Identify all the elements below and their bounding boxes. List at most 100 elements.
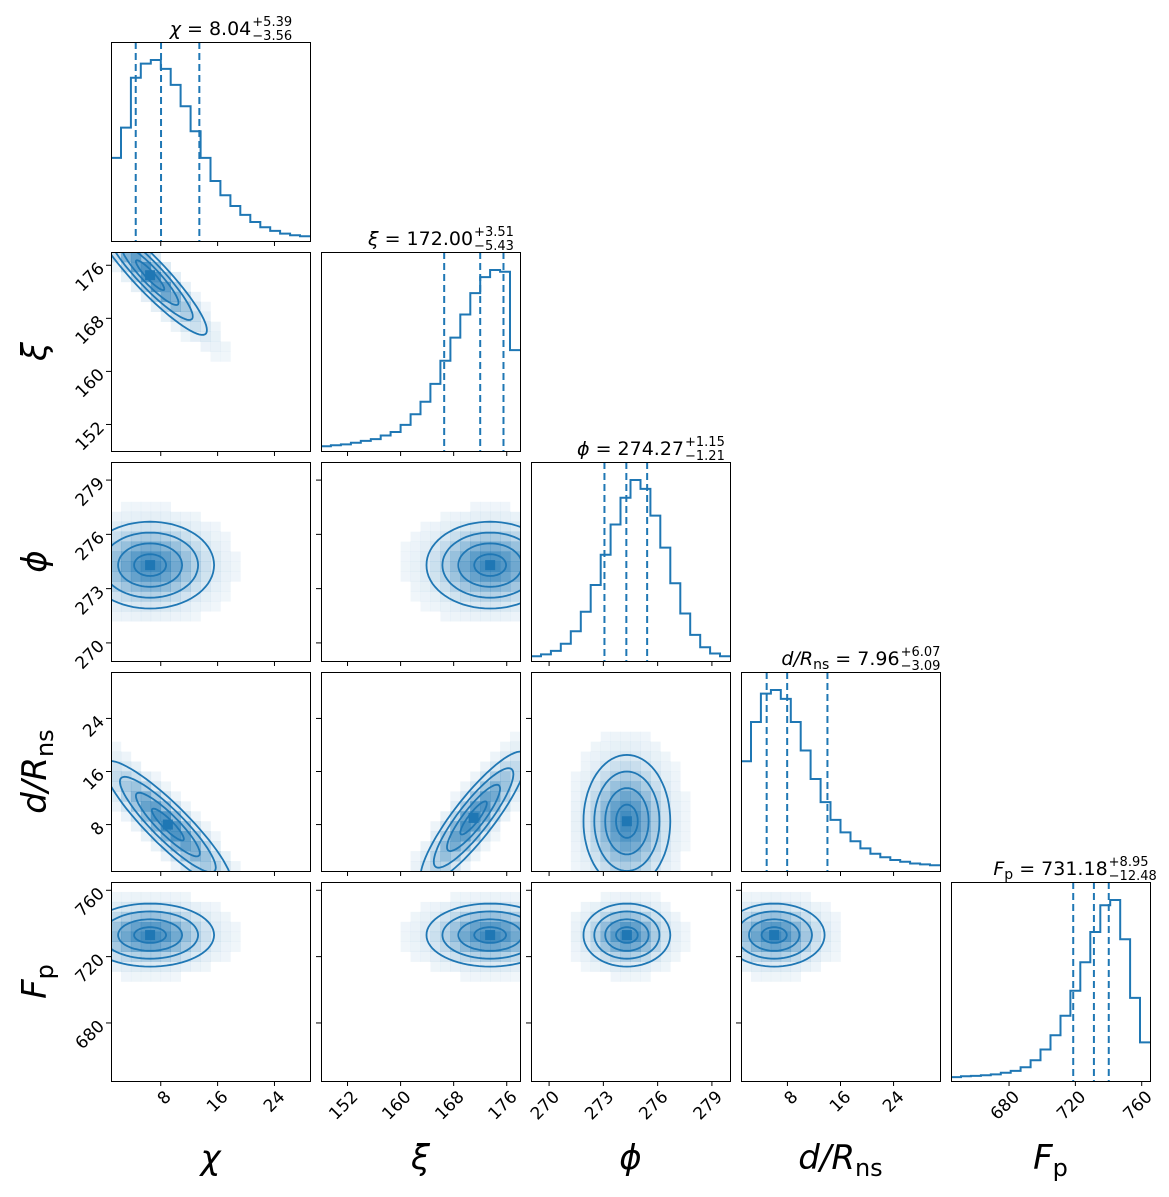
density-cell [460, 931, 471, 942]
density-cell [160, 901, 171, 913]
contour-level-1 [760, 926, 788, 944]
density-cell [820, 941, 831, 952]
density-cell [590, 931, 601, 942]
density-cell [180, 911, 191, 923]
density-cell [600, 951, 611, 962]
density-cell [590, 941, 601, 952]
density-cell [470, 521, 481, 532]
density-cell [600, 891, 611, 903]
density-cell [111, 751, 122, 762]
density-cell [650, 921, 661, 933]
density-cell [120, 611, 132, 622]
density-cell [640, 861, 651, 871]
density-cell [620, 791, 631, 802]
density-cell [210, 911, 221, 923]
density-cell [190, 611, 201, 622]
density-cell [510, 791, 520, 802]
density-cell [490, 761, 501, 772]
density-cell [600, 771, 611, 782]
density-cell [490, 781, 501, 792]
density-cell [160, 921, 171, 933]
density-cell [480, 591, 491, 602]
density-cell [570, 941, 582, 952]
x-axis-label-phi: ϕ [619, 1138, 641, 1178]
density-cell [660, 751, 671, 762]
density-cell [120, 551, 132, 562]
density-cell [420, 571, 431, 582]
density-cell [430, 941, 441, 952]
density-cell [500, 891, 511, 903]
panel-frame [111, 672, 311, 872]
density-cell [450, 861, 461, 871]
density-cell [741, 931, 752, 942]
density-cell [170, 931, 181, 942]
density-cell [450, 571, 461, 582]
density-cell [111, 931, 122, 942]
histogram-xi [321, 269, 520, 448]
density-cell [640, 951, 651, 962]
density-cell [490, 521, 501, 532]
density-cell [430, 571, 441, 582]
density-cell [111, 511, 122, 522]
density-cell [220, 931, 231, 942]
y-tick-label-xi: 168 [72, 312, 109, 349]
density-cell [630, 731, 641, 742]
density-cell [210, 851, 221, 862]
density-cell [460, 891, 471, 903]
density-cell [660, 931, 671, 942]
density-cell [570, 801, 582, 812]
density-cell [140, 821, 152, 832]
density-cell [741, 951, 752, 962]
density-cell [160, 971, 171, 982]
x-tick-label-phi: 273 [581, 1087, 618, 1124]
density-cell [160, 271, 171, 283]
density-cell [180, 801, 191, 812]
density-cell [500, 571, 511, 582]
density-cell [140, 611, 152, 622]
density-cell [200, 311, 211, 322]
density-cell [160, 911, 171, 923]
density-cell [630, 801, 641, 812]
density-cell [590, 751, 601, 762]
density-cell [200, 821, 211, 832]
density-cell [200, 931, 211, 942]
density-cell [630, 841, 641, 852]
density-cell [670, 801, 681, 812]
density-cell [630, 821, 641, 832]
density-cell [180, 951, 191, 962]
density-cell [620, 851, 631, 862]
density-cell [160, 781, 171, 792]
density-cell [800, 891, 811, 903]
density-cell [470, 961, 481, 972]
density-cell [660, 831, 671, 842]
density-cell [580, 901, 591, 913]
density-cell [570, 851, 582, 862]
density-cell [580, 761, 591, 772]
density-cell [140, 971, 152, 982]
density-cell [190, 511, 201, 522]
density-cell [640, 761, 651, 772]
density-cell [190, 901, 201, 913]
density-cell [190, 911, 201, 923]
density-cell [460, 511, 471, 522]
density-cell [640, 891, 651, 903]
density-cell [160, 841, 171, 852]
y-tick-label-xi: 152 [72, 418, 109, 455]
density-cell [480, 541, 491, 552]
density-cell [480, 971, 491, 982]
y-tick-label-Fp: 680 [72, 1017, 109, 1054]
x-tick-label-xi: 160 [378, 1087, 415, 1124]
density-cell [210, 521, 221, 532]
density-cell [620, 951, 631, 962]
density-cell [760, 931, 772, 942]
density-cell [640, 781, 651, 792]
density-cell [210, 531, 221, 542]
density-cell [140, 831, 152, 842]
density-cell [410, 541, 421, 552]
contour-level-4 [420, 750, 520, 871]
x-tick-label-d: 16 [826, 1087, 855, 1116]
density-cell [130, 821, 142, 832]
density-cell [450, 561, 461, 572]
density-cell [650, 781, 661, 792]
density-cell [570, 811, 582, 822]
